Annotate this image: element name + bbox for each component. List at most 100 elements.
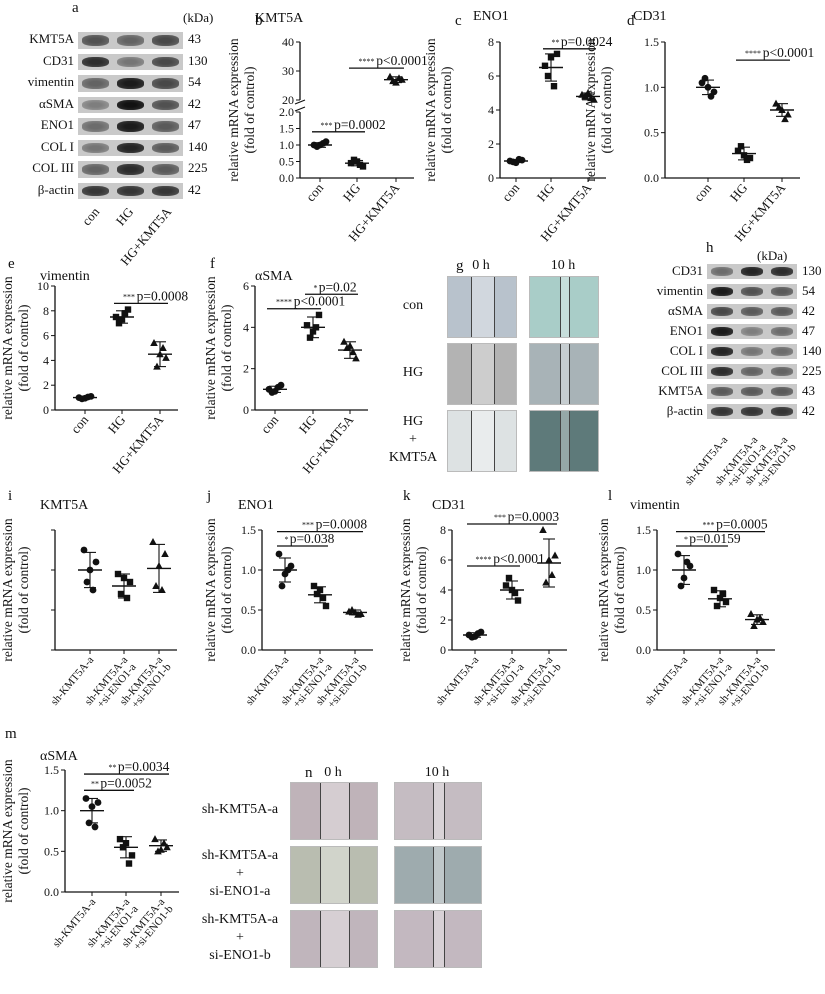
scratch-gap [471,277,495,337]
panel-letter-n: n [305,765,313,781]
significance-stars: ** [552,38,560,47]
significance-stars: ** [91,779,99,788]
blot-band [771,367,793,376]
blot-band [82,35,109,46]
y-tick-label: 40 [282,35,294,49]
kda-value: 54 [188,74,201,89]
blot-band [117,185,144,196]
p-value-label: p=0.0052 [100,775,151,790]
blot-band [117,164,144,175]
data-point [117,590,125,598]
y-tick-label: 4 [43,353,49,367]
significance-stars: *** [703,521,715,530]
data-point [319,594,327,602]
svg-text:(fold of control): (fold of control) [16,305,31,392]
blot-band [117,121,144,132]
data-point [502,582,510,589]
data-point [278,582,286,590]
panel-letter-k: k [403,488,411,504]
p-value-label: p=0.0159 [689,531,741,546]
y-axis-label: relative mRNA expression (fold of control… [0,759,31,902]
scratch-row-label: sh-KMT5A-a [201,802,279,817]
svg-text:HG: HG [340,180,364,204]
kda-unit-label: (kDa) [757,248,788,263]
svg-text:HG: HG [105,412,129,436]
chart-title: KMT5A [255,11,304,26]
scratch-gap [559,344,571,404]
kda-value: 54 [802,283,815,298]
blot-band [771,387,793,396]
data-point [162,353,170,361]
y-tick-label: 0.0 [241,643,256,657]
scratch-row-label: sh-KMT5A-a + si-ENO1-a [201,848,279,899]
svg-text:(fold of control): (fold of control) [219,547,234,634]
y-tick-label: 6 [243,279,249,293]
scratch-col-label: 0 h [472,258,490,273]
blot-strip [78,182,183,199]
blot-band [82,164,109,175]
blot-strip [78,53,183,70]
y-tick-label: 30 [282,64,294,78]
y-axis-label: relative mRNA expression (fold of control… [0,518,31,661]
svg-text:(fold of control): (fold of control) [414,547,429,634]
data-point [92,558,100,566]
svg-text:relative mRNA expression: relative mRNA expression [398,518,413,661]
y-tick-label: 2 [440,613,446,627]
blot-band [82,56,109,67]
blot-band [152,164,179,175]
y-tick-label: 4 [488,103,494,117]
y-tick-label: 2.0 [279,105,294,119]
kda-value: 43 [188,31,201,46]
scratch-gap [320,847,350,903]
svg-text:HG: HG [113,204,137,228]
data-point [674,550,682,558]
data-point [83,578,91,586]
kda-value: 225 [188,160,208,175]
blot-band [82,185,109,196]
data-point [784,110,792,118]
scratch-image [447,276,517,338]
kda-unit-label: (kDa) [183,10,214,25]
scratch-gap [432,847,446,903]
y-tick-label: 0.0 [636,643,651,657]
y-tick-label: 0.5 [644,126,659,140]
data-point [149,538,157,545]
scratch-gap [320,911,350,967]
data-point [151,835,159,843]
data-point [683,558,691,566]
blot-strip [78,118,183,135]
blot-row-label: vimentin [656,283,703,298]
blot-band [711,347,733,356]
data-point [541,62,549,69]
blot-band [152,185,179,196]
data-point [722,598,730,606]
kda-value: 42 [188,95,201,111]
svg-text:con: con [68,412,92,436]
blot-band [117,99,144,110]
significance-stars: **** [476,555,492,564]
blot-lane-label: HG [113,204,137,228]
svg-text:HG: HG [727,180,751,204]
scratch-gap [471,411,495,471]
blot-band [711,407,733,416]
blot-band [711,327,733,336]
blot-band [741,407,763,416]
p-value-label: p=0.02 [319,279,357,294]
blot-strip [707,284,797,299]
y-tick-label: 0 [440,643,446,657]
p-value-label: p=0.0003 [508,509,560,524]
panel-letter-m: m [5,726,17,742]
scratch-image [447,410,517,472]
svg-text:relative mRNA expression: relative mRNA expression [0,276,15,419]
data-point [349,348,357,356]
data-point [505,574,513,582]
data-point [542,578,550,586]
chart-k: k CD31 0 2 4 6 8 relative mRNA expression (fold … [398,488,567,711]
chart-i: i KMT5A relative mRNA expression (fold of c… [0,488,177,711]
y-axis-label: relative mRNA expression (fold of control… [226,38,257,181]
data-point [121,310,129,317]
y-axis-label: relative mRNA expression (fold of control… [203,518,234,661]
